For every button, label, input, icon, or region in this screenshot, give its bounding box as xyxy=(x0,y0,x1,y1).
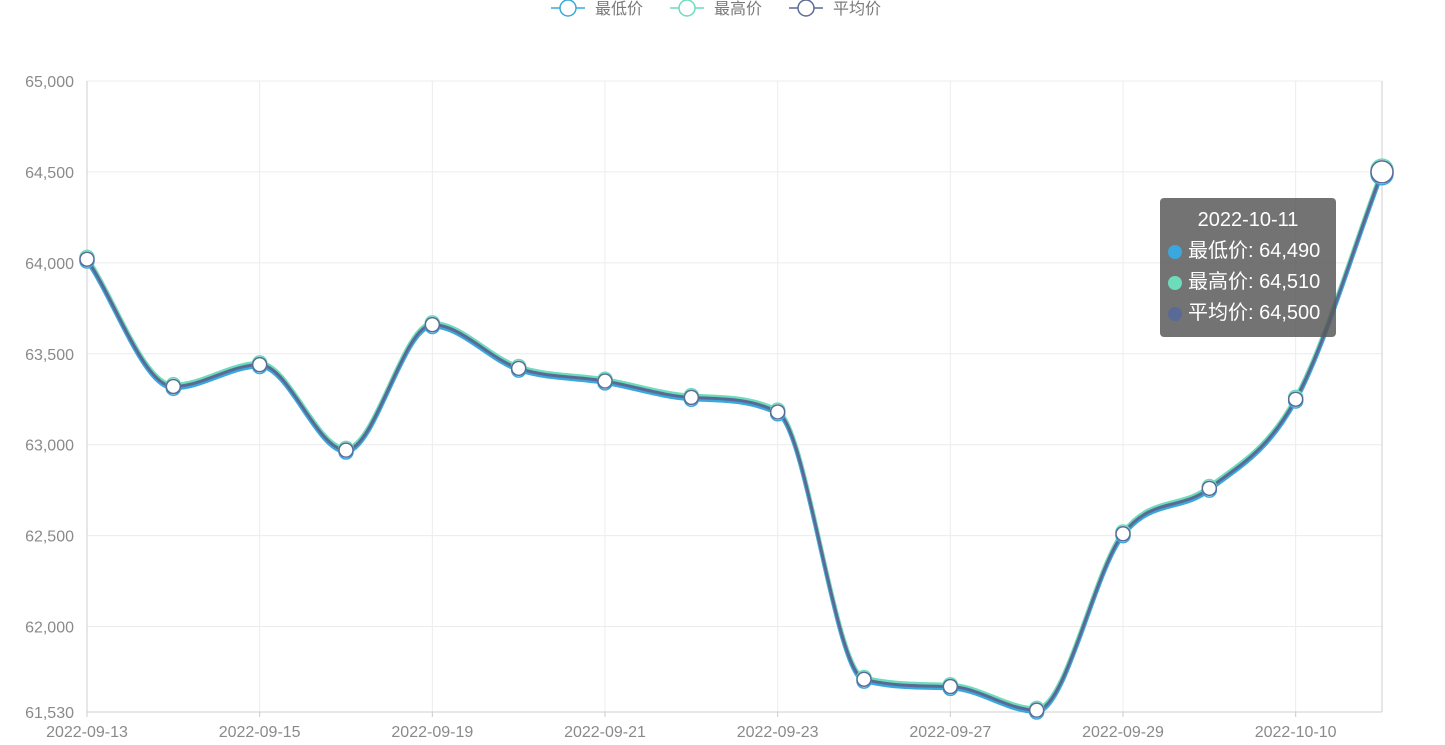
series-points[interactable] xyxy=(79,158,1394,720)
point-average[interactable] xyxy=(510,360,527,377)
x-tick-label: 2022-09-15 xyxy=(219,724,301,741)
x-tick-label: 2022-09-13 xyxy=(46,724,128,741)
legend-marker xyxy=(678,0,696,17)
y-tick-label: 64,000 xyxy=(25,256,74,273)
x-tick-label: 2022-10-10 xyxy=(1255,724,1337,741)
point-average[interactable] xyxy=(79,251,95,267)
tooltip-row-average-text: 平均价: 64,500 xyxy=(1188,302,1321,324)
tooltip-row-lowest-text: 最低价: 64,490 xyxy=(1188,240,1321,262)
tooltip-dot-highest xyxy=(1168,275,1182,290)
legend[interactable]: 最低价 最高价 平均价 xyxy=(551,0,881,18)
point-average[interactable] xyxy=(769,404,786,420)
point-average[interactable] xyxy=(942,678,959,695)
tooltip-dot-average xyxy=(1168,306,1182,321)
legend-label: 平均价 xyxy=(833,0,881,18)
legend-item-highest[interactable]: 最高价 xyxy=(670,0,762,18)
legend-label: 最低价 xyxy=(595,0,643,18)
y-tick-label: 65,000 xyxy=(25,74,74,91)
point-average[interactable] xyxy=(424,316,441,333)
x-tick-label: 2022-09-27 xyxy=(909,724,991,741)
x-tick-label: 2022-09-21 xyxy=(564,724,646,741)
y-axis-tick-labels: 61,530 62,000 62,500 63,000 63,500 64,000 64,5… xyxy=(25,74,74,722)
legend-label: 最高价 xyxy=(714,0,762,18)
point-average[interactable] xyxy=(1201,480,1218,497)
legend-marker xyxy=(559,0,577,17)
y-tick-label: 63,500 xyxy=(25,347,74,364)
point-average[interactable] xyxy=(1287,391,1304,407)
y-tick-label: 61,530 xyxy=(25,705,74,722)
point-average[interactable] xyxy=(251,356,268,373)
x-tick-label: 2022-09-19 xyxy=(391,724,473,741)
point-average[interactable] xyxy=(856,671,872,688)
y-tick-label: 62,500 xyxy=(25,529,74,546)
legend-item-average[interactable]: 平均价 xyxy=(789,0,881,18)
x-tick-label: 2022-09-29 xyxy=(1082,724,1164,741)
legend-item-lowest[interactable]: 最低价 xyxy=(551,0,643,18)
point-average[interactable] xyxy=(338,442,354,458)
tooltip-row-highest-text: 最高价: 64,510 xyxy=(1188,271,1321,293)
point-average[interactable] xyxy=(1115,526,1131,542)
point-average[interactable] xyxy=(1028,702,1045,718)
x-axis-tick-labels: 2022-09-13 2022-09-15 2022-09-19 2022-09-21… xyxy=(46,724,1337,741)
point-average[interactable] xyxy=(683,389,700,406)
tooltip-row-lowest: 最低价: 64,490 xyxy=(1168,236,1328,267)
axes xyxy=(86,81,1383,717)
point-average[interactable] xyxy=(1370,160,1394,184)
y-tick-label: 64,500 xyxy=(25,165,74,182)
tooltip-dot-lowest xyxy=(1168,244,1182,259)
tooltip-row-highest: 最高价: 64,510 xyxy=(1168,267,1328,298)
point-average[interactable] xyxy=(597,373,613,389)
point-average[interactable] xyxy=(165,378,182,395)
y-tick-label: 62,000 xyxy=(25,620,74,637)
legend-marker xyxy=(797,0,815,17)
y-tick-label: 63,000 xyxy=(25,438,74,455)
x-tick-label: 2022-09-23 xyxy=(737,724,819,741)
tooltip-title: 2022-10-11 xyxy=(1197,209,1299,231)
tooltip-row-average: 平均价: 64,500 xyxy=(1168,298,1328,329)
tooltip: 2022-10-11 最低价: 64,490 最高价: 64,510 平均价: … xyxy=(1160,198,1336,337)
